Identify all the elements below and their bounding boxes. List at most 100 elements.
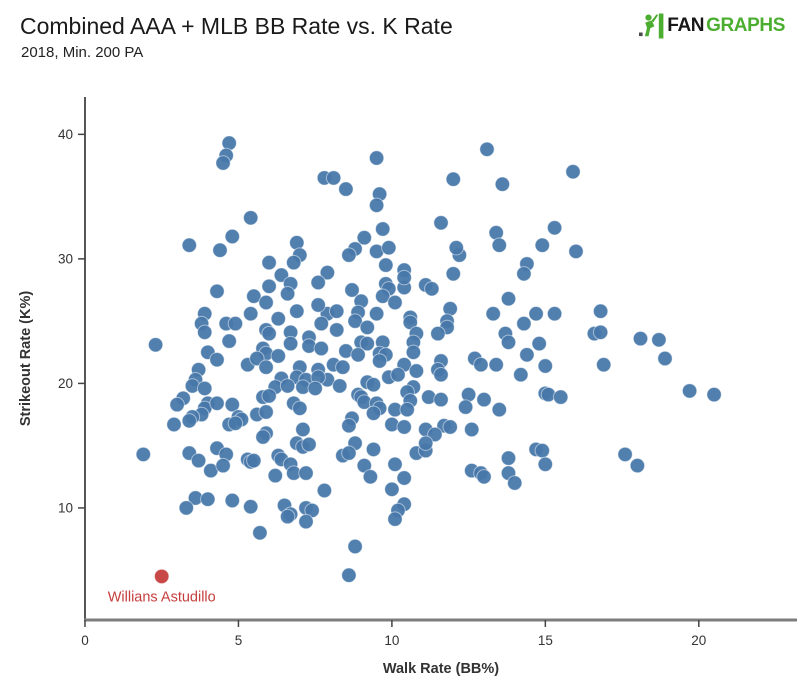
- data-point: [387, 294, 403, 311]
- data-point: [310, 274, 326, 291]
- svg-text:5: 5: [235, 633, 243, 648]
- data-point: [332, 378, 348, 394]
- data-point: [457, 399, 474, 415]
- data-point: [261, 254, 277, 271]
- data-point: [534, 442, 550, 459]
- data-point: [252, 525, 268, 541]
- data-point: [316, 482, 333, 499]
- data-point: [209, 352, 225, 368]
- svg-text:10: 10: [384, 633, 399, 648]
- data-point: [307, 380, 323, 397]
- data-point: [365, 441, 382, 458]
- data-point: [270, 311, 286, 327]
- data-point: [298, 513, 314, 530]
- data-point: [197, 380, 213, 397]
- data-point: [209, 395, 225, 411]
- logo-text-fan: FAN: [667, 15, 705, 36]
- data-point: [365, 405, 382, 421]
- data-point: [325, 170, 342, 186]
- svg-text:15: 15: [538, 633, 553, 648]
- data-point: [519, 347, 535, 363]
- data-point: [507, 475, 523, 491]
- data-point: [341, 247, 357, 263]
- data-point: [215, 457, 231, 474]
- data-point: [381, 240, 397, 256]
- data-point: [396, 269, 412, 286]
- y-axis-ticks: 10 20 30 40: [58, 127, 85, 515]
- x-axis-title: Walk Rate (BB%): [383, 661, 499, 677]
- data-point: [516, 315, 532, 332]
- data-point: [286, 254, 302, 271]
- data-point: [651, 332, 667, 348]
- x-axis-ticks: 0 5 10 15 20: [81, 620, 706, 648]
- data-point: [246, 288, 262, 304]
- data-point: [282, 335, 299, 352]
- data-point: [190, 452, 207, 469]
- data-point: [243, 306, 259, 322]
- data-point: [375, 288, 391, 304]
- data-point: [255, 429, 271, 445]
- data-point: [464, 421, 480, 438]
- data-point: [344, 282, 360, 298]
- data-point: [341, 567, 357, 583]
- data-point: [341, 445, 357, 461]
- data-point: [135, 446, 152, 463]
- data-point: [178, 500, 195, 516]
- data-point: [313, 340, 329, 357]
- data-point: [261, 278, 277, 294]
- data-point: [261, 325, 277, 342]
- data-point: [424, 281, 440, 297]
- svg-text:20: 20: [691, 633, 706, 648]
- data-point: [329, 322, 345, 338]
- svg-text:0: 0: [81, 633, 89, 648]
- data-point: [531, 335, 547, 352]
- data-point: [243, 499, 259, 515]
- data-point: [617, 446, 633, 463]
- data-point: [319, 264, 336, 281]
- data-point: [197, 324, 213, 340]
- data-point: [657, 350, 673, 367]
- data-point: [356, 230, 372, 246]
- data-point: [261, 388, 277, 404]
- data-point: [500, 450, 517, 466]
- data-point: [445, 171, 461, 187]
- data-point: [494, 176, 511, 192]
- data-point: [329, 303, 345, 319]
- highlight-points: Willians Astudillo: [108, 568, 216, 605]
- data-point: [362, 469, 379, 485]
- data-point: [258, 294, 274, 311]
- data-point: [368, 150, 385, 166]
- data-point: [445, 266, 461, 282]
- data-point: [279, 286, 296, 302]
- data-point: [166, 416, 182, 433]
- svg-text:40: 40: [58, 127, 73, 142]
- data-point: [368, 306, 385, 322]
- data-point: [390, 367, 406, 383]
- data-point: [408, 363, 425, 379]
- data-point: [596, 357, 612, 373]
- data-point: [147, 337, 164, 353]
- highlight-label: Willians Astudillo: [108, 589, 216, 605]
- data-point: [243, 210, 259, 226]
- data-point: [224, 228, 241, 245]
- data-point: [629, 457, 646, 474]
- data-point: [347, 313, 363, 329]
- data-point: [568, 243, 584, 260]
- data-point: [359, 335, 375, 352]
- data-point: [500, 291, 517, 307]
- data-point: [341, 418, 357, 434]
- data-point: [270, 348, 286, 364]
- data-point: [200, 491, 216, 507]
- data-point: [279, 508, 296, 525]
- data-point: [221, 333, 237, 349]
- data-point: [528, 306, 544, 322]
- data-point: [537, 358, 553, 374]
- data-point: [279, 378, 296, 394]
- data-point: [553, 389, 569, 405]
- data-point: [592, 303, 609, 319]
- fangraphs-logo: FAN GRAPHS: [638, 13, 785, 39]
- data-point: [295, 421, 311, 438]
- y-axis-title: Strikeout Rate (K%): [18, 291, 34, 427]
- data-point: [485, 306, 501, 322]
- data-point: [534, 237, 550, 253]
